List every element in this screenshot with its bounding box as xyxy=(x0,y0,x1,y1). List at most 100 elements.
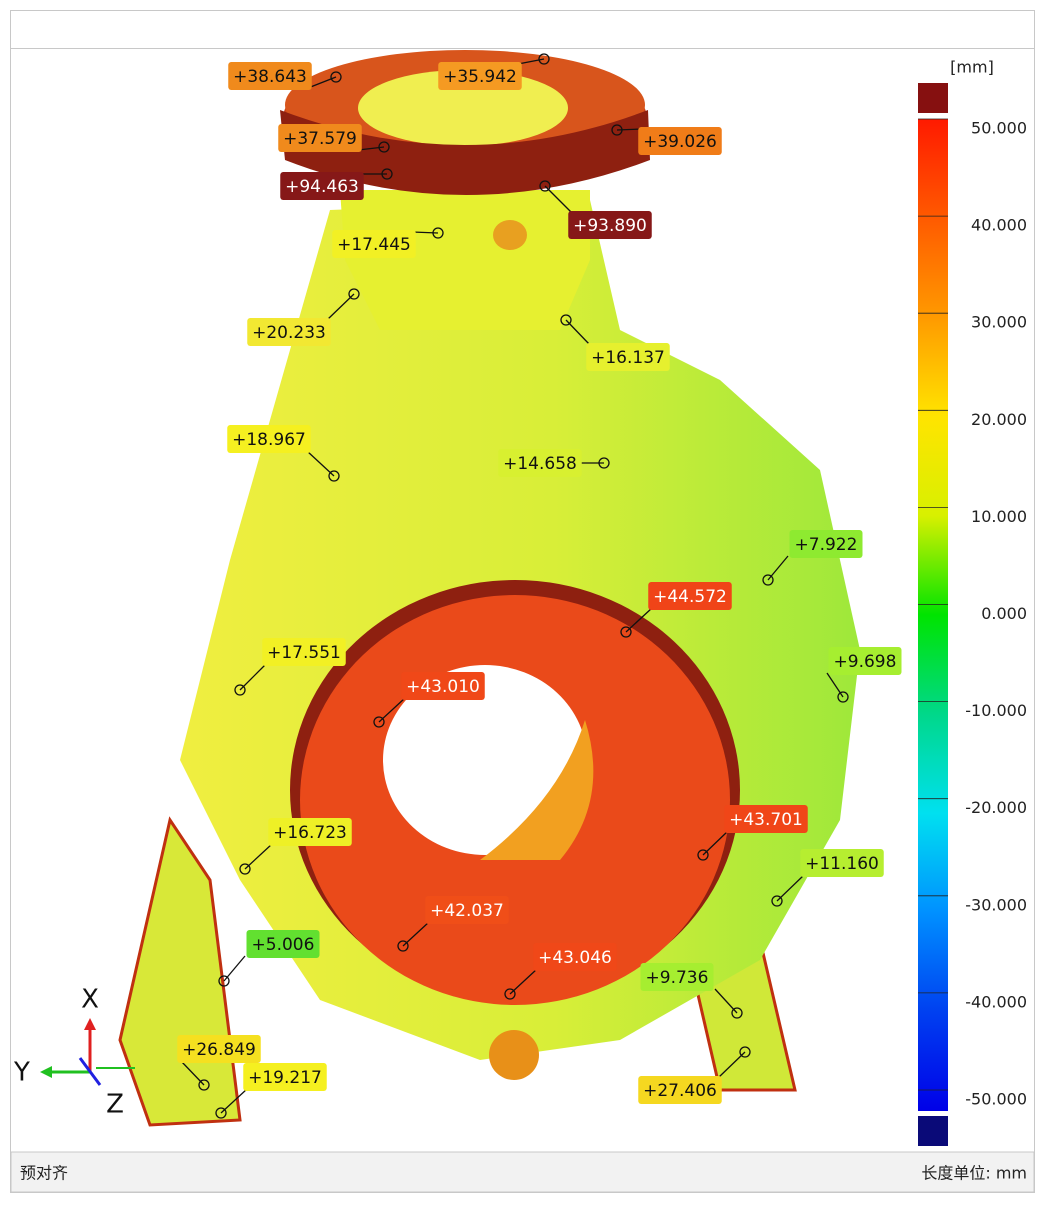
callout: +11.160 xyxy=(771,849,884,907)
callout: +43.046 xyxy=(504,943,617,1000)
callout-leader xyxy=(616,128,643,131)
callout-box xyxy=(177,1035,261,1063)
callout-leader xyxy=(239,663,267,691)
callout: +14.658 xyxy=(498,449,610,477)
callout-label: +17.551 xyxy=(267,643,341,663)
callout: +19.217 xyxy=(215,1063,327,1119)
callout-label: +43.046 xyxy=(538,948,612,968)
callout: +16.723 xyxy=(239,818,352,875)
colorbar-unit: [mm] xyxy=(950,58,994,77)
callout-box xyxy=(800,849,884,877)
callout-label: +20.233 xyxy=(252,323,326,343)
colorbar-tick-label: -10.000 xyxy=(965,701,1027,720)
callout-box xyxy=(401,672,485,700)
callout: +93.890 xyxy=(539,180,652,239)
overflow-low xyxy=(918,1116,948,1146)
callout-leader xyxy=(378,697,406,723)
callout: +35.942 xyxy=(438,53,550,90)
colorbar-tick-label: 20.000 xyxy=(971,410,1027,429)
callout-box xyxy=(640,963,714,991)
callout-box xyxy=(262,638,346,666)
callout-box xyxy=(268,818,352,846)
callout-leader xyxy=(544,185,573,214)
callout: +42.037 xyxy=(397,896,509,952)
callout-label: +5.006 xyxy=(252,935,315,955)
callout: +5.006 xyxy=(218,930,320,987)
colorbar-ticks: 50.000 40.000 30.000 20.000 10.000 0.000 -10.0… xyxy=(918,119,1027,1109)
callout-box xyxy=(586,343,670,371)
callout-leader xyxy=(306,450,335,477)
colorbar-tick-label: 50.000 xyxy=(971,119,1027,138)
callout: +9.698 xyxy=(826,647,902,703)
callout: +44.572 xyxy=(620,582,732,638)
callout-anchor xyxy=(432,227,444,239)
callout-anchor xyxy=(598,457,610,469)
callout-leader xyxy=(326,293,355,321)
callout-leader xyxy=(717,1051,746,1079)
callout-anchor xyxy=(234,684,246,696)
callout-box xyxy=(227,425,311,453)
callout-box xyxy=(425,896,509,924)
callout-label: +27.406 xyxy=(643,1081,717,1101)
callout-anchor xyxy=(504,988,516,1000)
callout-box xyxy=(246,930,320,958)
status-left: 预对齐 xyxy=(20,1164,68,1183)
colorbar-tick-label: -40.000 xyxy=(965,992,1027,1011)
callout-label: +16.723 xyxy=(273,823,347,843)
callout-anchor xyxy=(215,1107,227,1119)
colorbar-tick-label: 0.000 xyxy=(981,604,1027,623)
axis-x-label: X xyxy=(81,985,99,1015)
callout: +26.849 xyxy=(177,1035,261,1091)
callout-box xyxy=(332,230,416,258)
callout: +20.233 xyxy=(247,288,360,346)
callout-leader xyxy=(509,968,538,995)
axis-z-label: Z xyxy=(106,1090,124,1120)
callout: +17.445 xyxy=(332,227,444,258)
callout-label: +94.463 xyxy=(285,177,359,197)
callout-leader xyxy=(565,319,591,346)
callout-leader xyxy=(411,231,439,234)
callout-anchor xyxy=(739,1046,751,1058)
callout-anchor xyxy=(697,849,709,861)
callout-leader xyxy=(625,607,653,633)
callout-label: +35.942 xyxy=(443,67,517,87)
callout-label: +26.849 xyxy=(182,1040,256,1060)
callout-box xyxy=(724,805,808,833)
callout-box xyxy=(533,943,617,971)
callout-box xyxy=(828,647,902,675)
callout-anchor xyxy=(762,574,774,586)
callout-box xyxy=(638,127,722,155)
callout: +43.701 xyxy=(697,805,808,861)
callout-anchor xyxy=(198,1079,210,1091)
callout: +9.736 xyxy=(640,963,743,1019)
callout-label: +7.922 xyxy=(795,535,858,555)
callout-box xyxy=(568,211,652,239)
callout-anchor xyxy=(560,314,572,326)
callout-box xyxy=(498,449,582,477)
callout-anchor xyxy=(731,1007,743,1019)
callout-anchor xyxy=(611,124,623,136)
callout-box xyxy=(648,582,732,610)
callout-anchor xyxy=(539,180,551,192)
callout-anchor xyxy=(378,141,390,153)
callout: +43.010 xyxy=(373,672,485,728)
callout-leader xyxy=(402,921,430,947)
colorbar-tick-label: -30.000 xyxy=(965,895,1027,914)
callout-box xyxy=(789,530,863,558)
callout: +17.551 xyxy=(234,638,346,696)
callout-box xyxy=(228,62,312,90)
callout-label: +18.967 xyxy=(232,430,306,450)
callout-label: +14.658 xyxy=(503,454,577,474)
callout-anchor xyxy=(218,975,230,987)
colorbar-tick-label: 40.000 xyxy=(971,216,1027,235)
callouts: +38.643 +35.942 +37.579 +39.026 +94.463 +93.8… xyxy=(177,53,902,1119)
callout-anchor xyxy=(348,288,360,300)
callout-anchor xyxy=(837,691,849,703)
callout-anchor xyxy=(330,71,342,83)
callout-anchor xyxy=(538,53,550,65)
callout-anchor xyxy=(771,895,783,907)
callout-leader xyxy=(776,874,805,902)
callout: +7.922 xyxy=(762,530,863,586)
callout-anchor xyxy=(397,940,409,952)
